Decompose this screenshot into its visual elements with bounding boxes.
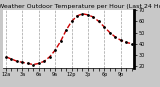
- Title: Milwaukee Weather Outdoor Temperature per Hour (Last 24 Hours): Milwaukee Weather Outdoor Temperature pe…: [0, 4, 160, 9]
